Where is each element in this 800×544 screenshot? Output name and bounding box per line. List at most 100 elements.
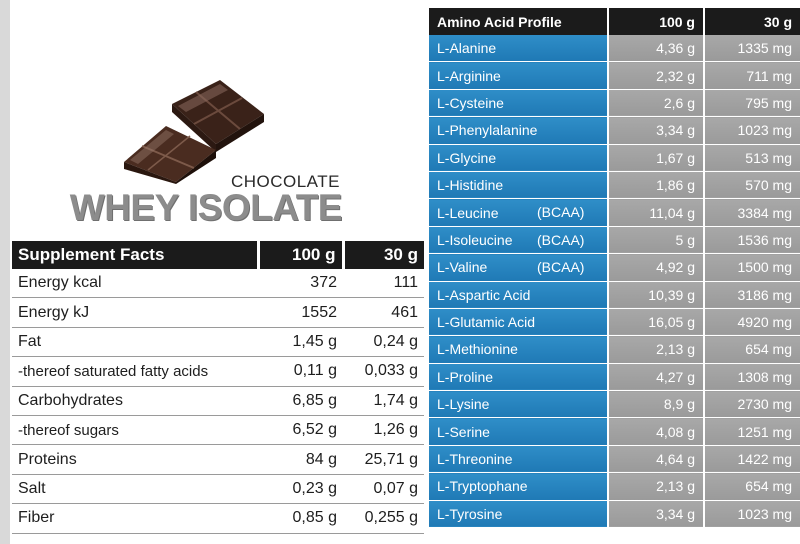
table-row: Carbohydrates 6,85 g 1,74 g [12,386,424,416]
amino-acid-name: L-Isoleucine (BCAA) [429,226,608,255]
amino-acid-name: L-Proline [429,363,608,392]
table-row: L-Leucine (BCAA) 11,04 g 3384 mg [429,198,800,227]
amino-acid-label: L-Tryptophane [437,478,528,495]
amino-acid-name: L-Threonine [429,445,608,474]
amino-acid-name: L-Lysine [429,390,608,419]
amino-acid-name: L-Leucine (BCAA) [429,198,608,227]
value-100g: 10,39 g [607,281,704,309]
table-row: -thereof saturated fatty acids 0,11 g 0,03… [12,356,424,387]
value-100g: 4,36 g [607,35,704,63]
value-30g: 1023 mg [703,500,800,529]
value-100g: 0,23 g [258,474,343,505]
amino-acid-name: L-Tryptophane [429,472,608,501]
value-30g: 461 [343,297,424,328]
nutrient-name: Energy kJ [12,297,258,328]
column-30g: 30 g [703,8,800,35]
value-100g: 6,52 g [258,415,343,446]
table-row: L-Phenylalanine 3,34 g 1023 mg [429,116,800,145]
value-30g: 654 mg [703,335,800,364]
table-row: L-Threonine 4,64 g 1422 mg [429,445,800,474]
amino-acid-label: L-Phenylalanine [437,122,538,139]
value-100g: 1,45 g [258,327,343,358]
value-30g: 711 mg [703,61,800,90]
table-row: L-Tyrosine 3,34 g 1023 mg [429,500,800,529]
value-30g: 1251 mg [703,417,800,446]
value-100g: 1552 [258,297,343,328]
amino-acid-label: L-Glycine [437,149,497,166]
amino-acid-name: L-Cysteine [429,89,608,118]
value-30g: 111 [343,269,424,299]
table-row: L-Lysine 8,9 g 2730 mg [429,390,800,419]
amino-acid-label: L-Alanine [437,40,497,57]
amino-acid-label: L-Isoleucine [437,231,513,248]
value-30g: 1308 mg [703,363,800,392]
amino-acid-label: L-Leucine [437,204,499,221]
amino-acid-label: L-Proline [437,368,494,385]
supplement-facts-table: Supplement Facts 100 g 30 g Energy kcal 3… [12,241,424,534]
value-30g: 570 mg [703,171,800,200]
left-edge-strip [0,0,10,544]
value-30g: 1335 mg [703,35,800,63]
value-100g: 0,11 g [258,356,343,387]
value-30g: 1536 mg [703,226,800,255]
value-100g: 2,32 g [607,61,704,90]
amino-acid-label: L-Valine [437,259,488,276]
amino-acid-title: Amino Acid Profile [429,8,608,35]
bcaa-tag: (BCAA) [537,204,585,221]
value-100g: 6,85 g [258,386,343,416]
amino-acid-label: L-Lysine [437,396,490,413]
amino-acid-header: Amino Acid Profile 100 g 30 g [429,8,800,35]
table-row: L-Aspartic Acid 10,39 g 3186 mg [429,281,800,309]
value-100g: 4,64 g [607,445,704,474]
value-100g: 8,9 g [607,390,704,419]
table-row: L-Methionine 2,13 g 654 mg [429,335,800,364]
amino-acid-label: L-Serine [437,423,490,440]
value-30g: 25,71 g [343,444,424,475]
nutrient-name: Fat [12,327,258,358]
table-row: L-Tryptophane 2,13 g 654 mg [429,472,800,501]
chocolate-pieces-icon [120,74,270,184]
value-100g: 16,05 g [607,308,704,337]
value-30g: 0,24 g [343,327,424,358]
amino-acid-name: L-Serine [429,417,608,446]
bcaa-tag: (BCAA) [537,231,585,248]
value-30g: 1500 mg [703,253,800,282]
value-100g: 11,04 g [607,198,704,227]
value-100g: 2,6 g [607,89,704,118]
value-30g: 0,07 g [343,474,424,505]
amino-acid-name: L-Aspartic Acid [429,281,608,309]
amino-acid-label: L-Methionine [437,341,518,358]
value-100g: 3,34 g [607,500,704,529]
value-30g: 2730 mg [703,390,800,419]
nutrient-name: Proteins [12,444,258,475]
value-30g: 654 mg [703,472,800,501]
supplement-facts-header: Supplement Facts 100 g 30 g [12,241,424,269]
value-30g: 0,255 g [343,503,424,534]
value-30g: 3384 mg [703,198,800,227]
table-row: L-Isoleucine (BCAA) 5 g 1536 mg [429,226,800,255]
value-30g: 1,26 g [343,415,424,446]
value-100g: 2,13 g [607,472,704,501]
amino-acid-name: L-Phenylalanine [429,116,608,145]
table-row: Fiber 0,85 g 0,255 g [12,503,424,534]
value-100g: 1,86 g [607,171,704,200]
table-row: L-Arginine 2,32 g 711 mg [429,61,800,90]
value-100g: 4,08 g [607,417,704,446]
product-name: WHEY ISOLATE [69,187,343,228]
value-30g: 4920 mg [703,308,800,337]
nutrient-name: Salt [12,474,258,505]
amino-acid-name: L-Alanine [429,35,608,63]
table-row: L-Proline 4,27 g 1308 mg [429,363,800,392]
value-100g: 5 g [607,226,704,255]
amino-acid-name: L-Glycine [429,144,608,172]
value-30g: 3186 mg [703,281,800,309]
table-row: L-Valine (BCAA) 4,92 g 1500 mg [429,253,800,282]
nutrient-name: Carbohydrates [12,386,258,416]
amino-acid-name: L-Glutamic Acid [429,308,608,337]
amino-acid-label: L-Histidine [437,177,504,194]
value-30g: 1,74 g [343,386,424,416]
table-row: Salt 0,23 g 0,07 g [12,474,424,505]
value-100g: 2,13 g [607,335,704,364]
value-30g: 1023 mg [703,116,800,145]
value-30g: 795 mg [703,89,800,118]
